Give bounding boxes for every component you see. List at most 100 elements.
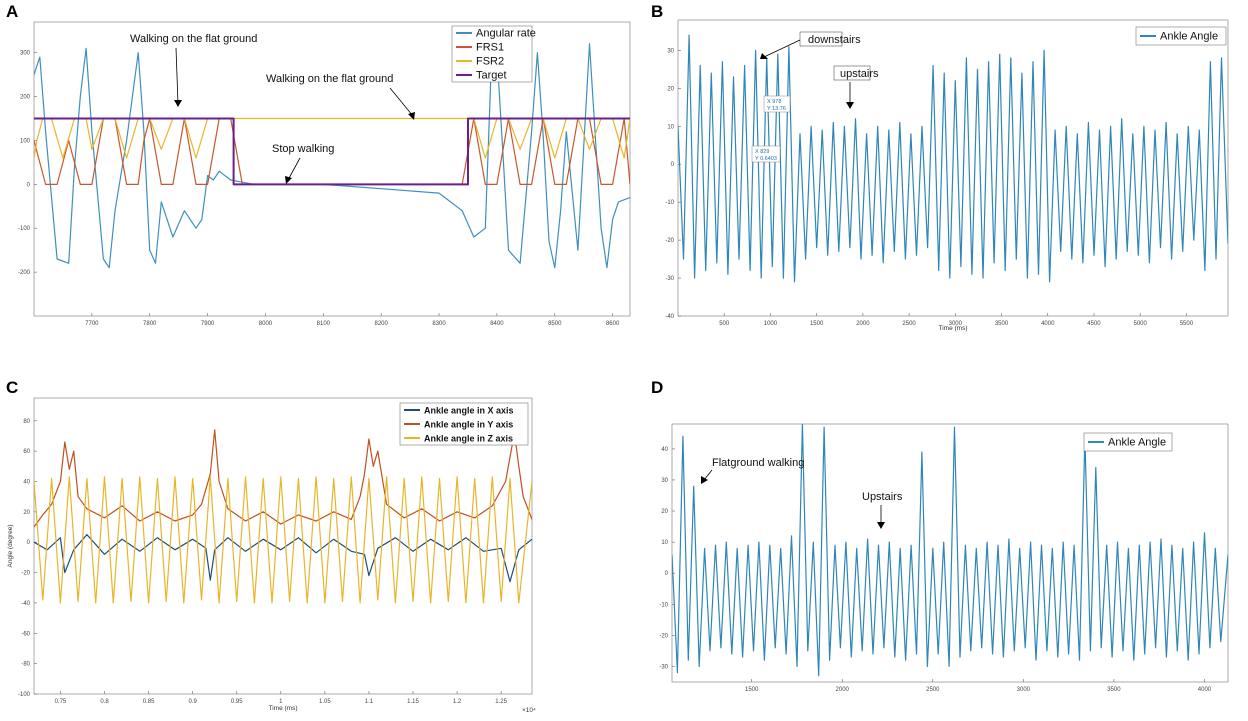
y-tick-label: 0 [665, 571, 669, 577]
x-tick-label: 7900 [201, 321, 215, 327]
x-tick-label: 1.1 [365, 699, 374, 705]
annotation-arrowhead-1 [174, 100, 182, 107]
x-tick-label: 3000 [949, 321, 963, 327]
y-tick-label: 0 [27, 540, 31, 546]
legend-label-1: Ankle angle in X axis [424, 406, 514, 416]
y-tick-label: 40 [23, 479, 30, 485]
x-tick-label: 1.05 [319, 699, 331, 705]
datatip-2-x: X 829 [755, 149, 769, 155]
y-tick-label: -30 [665, 276, 674, 282]
x-tick-label: 5500 [1180, 321, 1194, 327]
datatip-2-y: Y 0.6403 [755, 156, 777, 162]
y-tick-label: 200 [20, 95, 31, 101]
annotation-arrowhead-downstairs [760, 53, 768, 59]
annotation-arrow-flatground [703, 469, 713, 481]
legend-label-3: FSR2 [476, 56, 504, 68]
y-tick-label: 80 [23, 419, 30, 425]
x-tick-label: 0.8 [100, 699, 109, 705]
y-tick-label: -10 [665, 200, 674, 206]
series-line-3 [34, 476, 532, 604]
annotation-arrow-downstairs [763, 39, 801, 58]
chart-d-group: 1500 2000 2500 3000 3500 4000 -30 -20 -10 0 10 20 30… [659, 423, 1229, 693]
panel-label-b: B [651, 2, 664, 21]
x-tick-label: 1500 [810, 321, 824, 327]
y-tick-label: -20 [21, 571, 30, 577]
annotation-arrowhead-3 [285, 176, 292, 184]
x-tick-label: 1.25 [495, 699, 507, 705]
y-tick-label: 10 [667, 124, 674, 130]
y-tick-label: 20 [23, 510, 30, 516]
y-tick-label: 0 [27, 182, 31, 188]
x-tick-label: 8500 [548, 321, 562, 327]
annotation-downstairs: downstairs [808, 34, 861, 46]
series-line-1 [678, 34, 1228, 283]
y-tick-label: -200 [18, 270, 31, 276]
series-line-3 [34, 117, 630, 159]
y-tick-label: -100 [18, 692, 31, 698]
datatip-1-x: X 978 [767, 99, 781, 105]
x-tick-label: 3500 [995, 321, 1009, 327]
x-tick-label: 4000 [1041, 321, 1055, 327]
panel-label-d: D [651, 378, 664, 397]
y-tick-label: -20 [659, 633, 668, 639]
annotation-stop-walking: Stop walking [272, 143, 334, 155]
y-tick-label: -80 [21, 662, 30, 668]
x-tick-label: 2000 [836, 687, 850, 693]
annotation-flatground: Flatground walking [712, 457, 804, 469]
series-line-1 [34, 533, 532, 583]
x-axis-label: Time (ms) [268, 705, 297, 712]
panel-label-c: C [6, 378, 19, 397]
x-tick-label: 1.15 [407, 699, 419, 705]
x-tick-label: 2500 [902, 321, 916, 327]
chart-a-group: 7700 7800 7900 8000 8100 8200 8300 8400 8500 8600… [18, 21, 631, 327]
annotation-arrow-3 [287, 157, 301, 181]
x-tick-label: 8000 [259, 321, 273, 327]
legend-box [451, 25, 533, 83]
y-tick-label: -100 [18, 226, 31, 232]
y-tick-label: -10 [659, 602, 668, 608]
legend-label-4: Target [476, 70, 507, 82]
legend-label-1: Ankle Angle [1160, 31, 1218, 43]
chart-b-group: 500 1000 1500 2000 2500 3000 3500 4000 4500 5000 5… [665, 19, 1229, 332]
y-tick-label: 10 [661, 540, 668, 546]
series-line-4 [34, 117, 630, 186]
x-tick-label: 3000 [1017, 687, 1031, 693]
series-line-1 [672, 424, 1228, 677]
x-tick-label: 1000 [764, 321, 778, 327]
y-tick-label: 20 [667, 86, 674, 92]
series-line-1 [34, 43, 630, 269]
y-tick-label: 300 [20, 51, 31, 57]
annotation-arrowhead-upstairs-d [877, 522, 885, 529]
annotation-arrow-1 [175, 47, 179, 105]
annotation-walking-flat-2: Walking on the flat ground [266, 73, 393, 85]
x-tick-label: 7800 [143, 321, 157, 327]
y-tick-label: -40 [21, 601, 30, 607]
annotation-box-upstairs [833, 65, 871, 81]
y-tick-label: -60 [21, 631, 30, 637]
x-axis-label: Time (ms) [938, 325, 967, 332]
y-tick-label: 100 [20, 138, 31, 144]
legend-label-1: Ankle Angle [1108, 437, 1166, 449]
annotation-arrowhead-flatground [701, 476, 708, 484]
y-axis-label: Angle (degree) [7, 525, 14, 568]
y-tick-label: 60 [23, 449, 30, 455]
x-tick-label: 0.9 [188, 699, 197, 705]
x-tick-label: 0.85 [143, 699, 155, 705]
y-tick-label: -30 [659, 664, 668, 670]
x-tick-label: 2500 [926, 687, 940, 693]
y-tick-label: 30 [667, 48, 674, 54]
x-tick-label: 5000 [1134, 321, 1148, 327]
y-tick-label: -40 [665, 314, 674, 320]
chart-c-group: 0.75 0.8 0.85 0.9 0.95 1 1.05 1.1 1.15 1.2 1.25 -10… [7, 397, 533, 712]
x-tick-label: 4000 [1198, 687, 1212, 693]
x-tick-label: 8100 [317, 321, 331, 327]
panel-label-a: A [6, 2, 19, 21]
x-tick-label: 500 [719, 321, 730, 327]
annotation-box-downstairs [799, 31, 843, 47]
chart-c-x-multiplier: ×10⁴ [522, 707, 536, 714]
legend-box [1083, 432, 1173, 452]
annotation-upstairs: upstairs [840, 68, 879, 80]
